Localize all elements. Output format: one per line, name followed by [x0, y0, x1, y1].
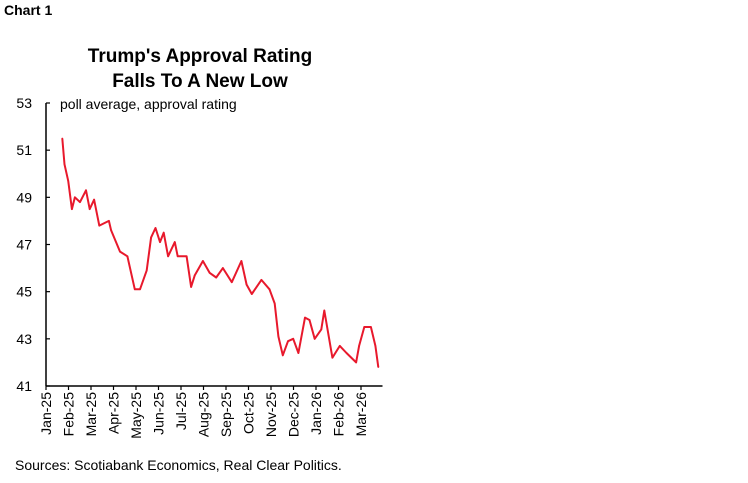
data-point: [202, 260, 204, 262]
data-point: [313, 338, 316, 340]
x-tick-label: Aug-25: [196, 392, 212, 437]
data-point: [308, 319, 311, 321]
data-point: [167, 255, 169, 258]
data-point: [126, 255, 129, 258]
data-point: [88, 208, 91, 210]
y-tick-label: 51: [16, 142, 32, 158]
data-point: [240, 260, 243, 262]
data-point: [190, 286, 192, 288]
x-tick-label: Sep-25: [218, 392, 234, 437]
data-point: [331, 356, 334, 359]
x-tick-label: Feb-26: [331, 392, 347, 437]
y-tick-label: 45: [16, 284, 32, 300]
data-point: [222, 267, 224, 269]
data-point: [67, 180, 70, 182]
y-tick-label: 43: [16, 331, 32, 347]
data-point: [370, 326, 372, 328]
data-point: [145, 269, 148, 272]
x-tick-label: Nov-25: [263, 392, 279, 437]
x-tick-label: Jan-25: [38, 392, 54, 435]
source-note: Sources: Scotiabank Economics, Real Clea…: [15, 457, 342, 473]
x-tick-label: Oct-25: [241, 392, 257, 434]
data-point: [134, 288, 136, 291]
data-point: [304, 316, 306, 319]
data-point: [287, 340, 289, 342]
data-point: [339, 345, 341, 347]
x-tick-label: Jan-26: [308, 392, 324, 435]
data-point: [79, 201, 81, 203]
data-point: [374, 345, 377, 347]
x-tick-label: Apr-25: [106, 392, 122, 434]
chart-subtitle: poll average, approval rating: [60, 96, 237, 112]
data-point: [119, 250, 121, 253]
data-point: [355, 361, 357, 364]
data-point: [74, 196, 76, 199]
data-point: [173, 241, 176, 243]
data-point: [63, 163, 66, 166]
chart-title-line-2: Falls To A New Low: [112, 71, 288, 92]
x-tick-label: Dec-25: [286, 392, 302, 437]
data-point: [215, 276, 218, 279]
y-tick-label: 53: [16, 95, 32, 111]
data-point: [230, 281, 233, 284]
y-tick-label: 47: [16, 237, 32, 253]
data-point: [377, 366, 380, 368]
data-point: [292, 338, 295, 340]
data-point: [358, 345, 360, 347]
data-point: [110, 229, 112, 232]
x-tick-label: Feb-25: [61, 392, 77, 437]
x-tick-label: Mar-25: [83, 392, 99, 437]
data-point: [345, 352, 348, 354]
x-tick-label: Jul-25: [173, 392, 189, 430]
x-tick-label: Mar-26: [353, 392, 369, 437]
chart-title-line-1: Trump's Approval Rating: [87, 46, 313, 67]
data-point: [250, 293, 253, 295]
data-point: [176, 255, 179, 258]
data-point: [150, 236, 152, 239]
chart-number-label: Chart 1: [4, 2, 53, 18]
approval-rating-line: [61, 138, 380, 368]
y-tick-label: 49: [16, 189, 32, 205]
data-point: [139, 288, 141, 291]
data-point: [162, 231, 165, 234]
data-point: [245, 283, 248, 286]
data-point: [154, 227, 157, 229]
data-point: [61, 137, 64, 140]
x-tick-label: May-25: [128, 392, 144, 439]
data-point: [260, 279, 263, 281]
data-point: [273, 302, 276, 305]
data-point: [85, 189, 87, 192]
data-point: [277, 335, 280, 338]
data-point: [98, 224, 101, 227]
data-point: [282, 354, 284, 357]
y-tick-label: 41: [16, 378, 32, 394]
data-point: [268, 288, 271, 291]
data-point: [193, 274, 196, 276]
data-point: [93, 198, 95, 201]
data-point: [108, 220, 110, 222]
x-tick-label: Jun-25: [151, 392, 167, 435]
data-point: [323, 309, 326, 312]
data-point: [185, 255, 188, 258]
data-point: [71, 208, 73, 210]
data-point: [208, 272, 211, 274]
data-point: [297, 352, 300, 354]
data-point: [320, 328, 323, 331]
data-point: [363, 326, 366, 328]
chart-title: Trump's Approval Rating Falls To A New L…: [60, 44, 340, 94]
data-point: [159, 241, 161, 243]
